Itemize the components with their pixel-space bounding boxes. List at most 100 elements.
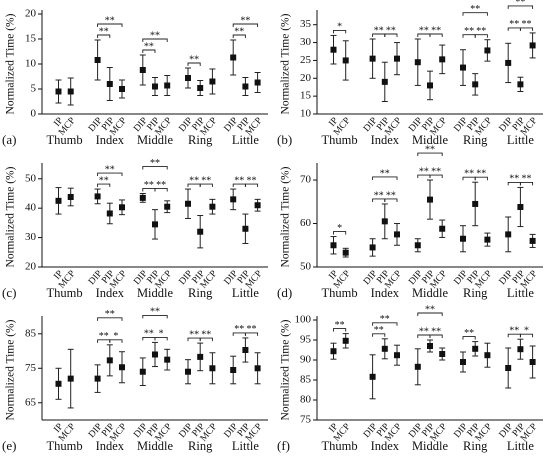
mean-point [439,225,446,232]
significance-bracket [142,38,168,42]
y-axis-label: Normalized Time (%) [280,13,292,114]
mean-point [184,75,191,81]
mean-point [517,204,524,210]
y-tick-label: 50 [300,261,312,273]
significance-label: * [337,22,342,33]
significance-bracket [384,33,398,37]
mean-point [106,210,113,217]
group-label: Little [232,286,260,300]
mean-point [55,380,62,387]
group-label: Index [371,439,400,453]
mean-point [330,46,337,53]
mean-point [55,197,62,204]
y-tick-label: 85 [25,327,37,339]
significance-label: ** [431,166,441,177]
mean-point [529,359,536,365]
group-label: Middle [137,439,174,453]
group-label: Ring [188,439,213,453]
panel-label: (d) [277,285,292,300]
mean-point [439,56,446,63]
y-tick-label: 10 [300,108,312,120]
group-label: Thumb [322,133,358,147]
significance-label: ** [99,331,109,342]
mean-point [184,368,191,375]
mean-point [414,363,421,370]
significance-label: ** [234,26,244,37]
mean-point [94,57,101,63]
y-tick-label: 30 [25,231,37,243]
significance-label: ** [464,328,474,339]
significance-label: ** [201,175,211,186]
y-tick-label: 75 [300,414,312,426]
mean-point [342,249,349,256]
significance-bracket [199,183,213,188]
mean-point [459,359,466,365]
mean-point [414,59,421,66]
significance-label: ** [476,26,486,37]
significance-label: ** [515,0,525,8]
y-tick-label: 20 [25,8,37,20]
significance-label: ** [144,180,154,191]
significance-label: ** [247,175,257,186]
y-tick-label: 10 [25,58,37,70]
significance-label: ** [431,326,441,337]
mean-point [209,365,216,372]
group-label: Ring [463,286,488,300]
y-axis-label: Normalized Time (%) [280,166,292,267]
group-label: Ring [188,133,213,147]
significance-bracket [519,27,534,31]
significance-bracket [199,337,213,342]
significance-label: ** [522,19,532,30]
mean-point [394,231,401,238]
significance-bracket [429,334,443,338]
mean-point [342,337,349,344]
mean-point [472,200,479,207]
significance-bracket [97,183,111,188]
significance-label: ** [189,54,199,65]
significance-label: ** [419,326,429,337]
significance-bracket [232,34,246,38]
significance-label: ** [374,190,384,201]
significance-bracket [154,336,168,341]
significance-bracket [142,49,156,53]
group-label: Middle [137,286,174,300]
group-label: Ring [188,286,213,300]
significance-label: ** [105,164,115,175]
mean-point [381,78,388,85]
mean-point [197,85,204,91]
group-label: Middle [412,133,449,147]
y-axis-label: Normalized Time (%) [5,319,17,420]
significance-label: * [113,331,118,342]
significance-label: ** [144,41,154,52]
significance-label: ** [464,169,474,180]
mean-point [106,357,113,364]
mean-point [484,236,491,243]
y-tick-label: 35 [300,18,312,30]
y-tick-label: 0 [31,108,37,120]
significance-label: ** [419,25,429,36]
group-label: Thumb [47,133,83,147]
y-tick-label: 85 [300,374,312,386]
group-label: Little [507,133,535,147]
group-label: Little [507,286,535,300]
mean-point [67,194,74,200]
significance-bracket [429,174,443,179]
mean-point [342,57,349,64]
significance-bracket [417,312,443,316]
significance-bracket [333,231,347,235]
significance-label: ** [386,190,396,201]
group-label: Little [232,133,260,147]
significance-bracket [384,198,398,202]
mean-point [164,82,171,89]
significance-bracket [154,188,168,192]
mean-point [472,81,479,88]
significance-bracket [429,33,443,37]
significance-bracket [372,333,386,337]
mean-point [505,231,512,238]
mean-point [459,235,466,242]
mean-point [164,203,171,210]
y-tick-label: 20 [300,72,312,84]
